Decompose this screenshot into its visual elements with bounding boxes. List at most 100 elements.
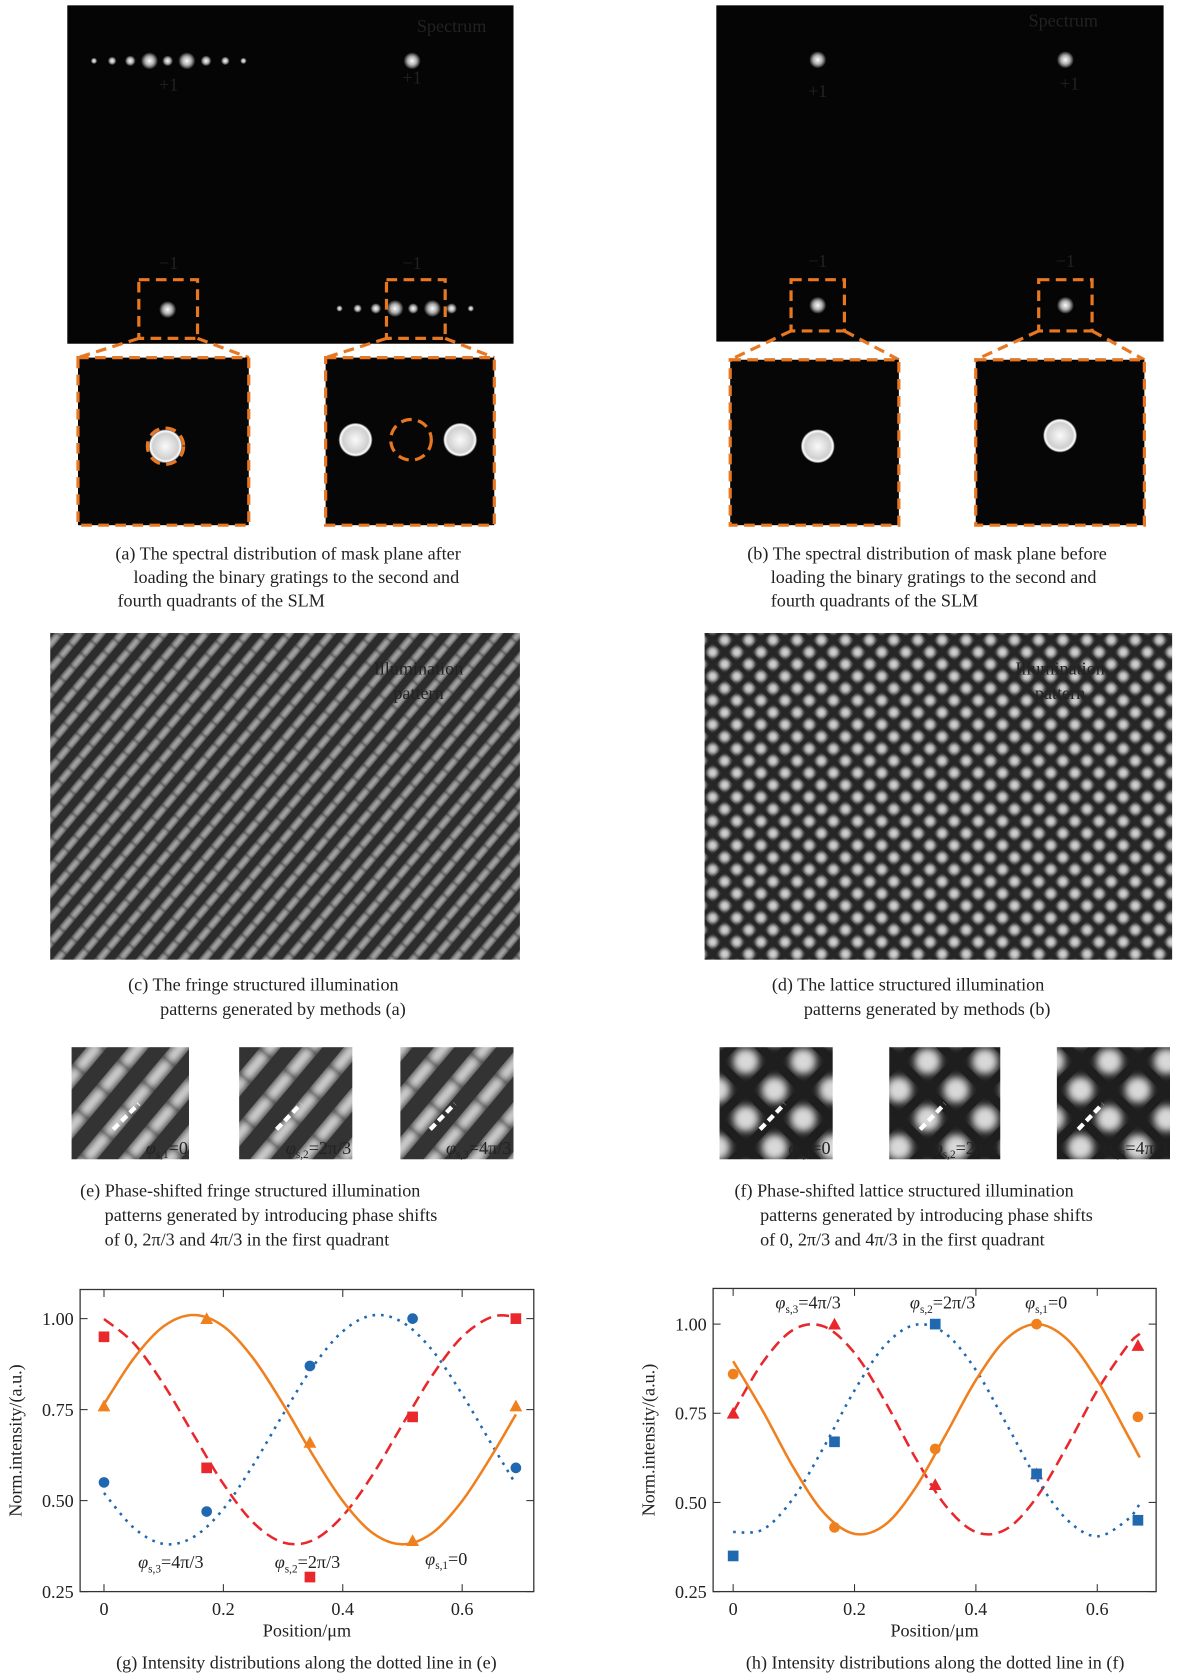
data-point [511,1463,522,1474]
series-label: φs,2=2π/3 [275,1552,340,1575]
data-point [1031,1319,1042,1330]
data-point [930,1319,941,1330]
phi-symbol: φ [933,1138,943,1158]
x-tick-label: 0.6 [451,1599,474,1619]
panel-a-image [67,5,513,525]
caption-line: (e) Phase-shifted fringe structured illu… [80,1181,420,1202]
x-tick-label: 0.2 [843,1599,866,1619]
series-label: φs,3=4π/3 [775,1293,840,1316]
data-point [305,1572,316,1583]
caption-line: patterns generated by introducing phase … [760,1205,1093,1225]
y-tick-label: 0.50 [675,1493,707,1513]
caption-line: (d) The lattice structured illumination [772,975,1044,996]
y-tick-label: 0.25 [675,1582,707,1602]
chart-caption: (g) Intensity distributions along the do… [116,1652,497,1673]
y-tick-label: 0.25 [42,1582,74,1602]
data-point [99,1331,110,1342]
data-point [511,1313,522,1324]
caption-line: patterns generated by methods (a) [160,999,406,1020]
y-tick-label: 1.00 [42,1309,74,1329]
phi-subscript: s,1 [156,1149,169,1161]
panel-c-image [50,633,520,960]
phi-subscript: s,1 [798,1149,811,1161]
phi-value: =0 [448,1549,467,1569]
phi-value: =0 [1048,1293,1067,1313]
x-tick-label: 0.2 [212,1599,235,1619]
y-tick-label: 0.50 [42,1491,74,1511]
data-point [1133,1515,1144,1526]
x-axis-label: Position/μm [263,1620,351,1640]
data-point [728,1551,739,1562]
x-axis-label: Position/μm [890,1620,978,1640]
data-point [828,1318,841,1330]
phi-symbol: φ [775,1293,785,1313]
spectrum-label: Spectrum [1029,11,1098,31]
order-label: −1 [159,253,178,273]
phi-value: =0 [169,1138,188,1158]
phi-value: =4π/3 [1125,1138,1168,1158]
caption-line: patterns generated by introducing phase … [105,1205,438,1225]
series-label: φs,2=2π/3 [910,1293,975,1316]
data-point [201,1506,212,1517]
caption-line: (a) The spectral distribution of mask pl… [115,543,460,564]
page: Structured illumination figure { "figure… [0,0,1185,1677]
data-point [201,1463,212,1474]
phase-label: φs,3=4π/3 [1102,1138,1167,1161]
phi-symbol: φ [1102,1138,1112,1158]
phi-subscript: s,1 [1035,1304,1048,1316]
caption-line: (c) The fringe structured illumination [128,975,398,996]
panel-d-image [705,633,1173,960]
phi-subscript: s,2 [296,1149,309,1161]
data-point [1133,1412,1144,1423]
image-label: pattern [393,683,443,703]
fit-curve [733,1324,1140,1534]
data-point [930,1444,941,1455]
image-label: pattern [1035,683,1085,703]
plot-frame [80,1290,534,1592]
phi-value: =4π/3 [469,1138,512,1158]
panel-b-image [716,5,1163,525]
phi-value: =2π/3 [956,1138,999,1158]
y-tick-label: 0.75 [42,1400,74,1420]
data-point [407,1313,418,1324]
data-point [407,1412,418,1423]
caption-line: fourth quadrants of the SLM [771,590,978,610]
x-tick-label: 0.6 [1086,1599,1109,1619]
image-label: Illumination [374,659,464,679]
y-tick-label: 0.75 [675,1404,707,1424]
phi-value: =4π/3 [161,1552,204,1572]
caption-line: loading the binary gratings to the secon… [133,567,459,587]
order-label: +1 [808,81,827,101]
y-axis-label: Norm.intensity/(a.u.) [5,1364,26,1517]
phi-symbol: φ [1025,1293,1035,1313]
caption-line: patterns generated by methods (b) [804,999,1051,1020]
data-point [1031,1469,1042,1480]
phi-value: =4π/3 [798,1293,841,1313]
data-point [829,1436,840,1447]
order-label: +1 [1060,74,1079,94]
y-tick-label: 1.00 [675,1315,707,1335]
data-point [98,1400,111,1412]
series-label: φs,1=0 [1025,1293,1067,1316]
phi-symbol: φ [138,1552,148,1572]
phase-label: φs,2=2π/3 [286,1138,351,1161]
phi-subscript: s,2 [285,1563,298,1575]
phi-subscript: s,3 [1112,1149,1125,1161]
phi-subscript: s,3 [456,1149,469,1161]
series-label: φs,3=4π/3 [138,1552,203,1575]
phi-symbol: φ [788,1138,798,1158]
x-tick-label: 0 [729,1599,738,1619]
phi-subscript: s,1 [435,1560,448,1572]
caption-line: of 0, 2π/3 and 4π/3 in the first quadran… [760,1230,1045,1250]
order-label: +1 [159,75,178,95]
phase-label: φs,2=2π/3 [933,1138,998,1161]
caption-line: fourth quadrants of the SLM [117,590,324,610]
order-label: −1 [1056,251,1075,271]
data-point [829,1522,840,1533]
x-tick-label: 0 [99,1599,108,1619]
caption-line: (f) Phase-shifted lattice structured ill… [734,1181,1073,1202]
spectrum-label: Spectrum [417,16,486,36]
fit-curve [733,1324,1140,1534]
data-point [509,1400,522,1412]
series-label: φs,1=0 [425,1549,467,1572]
